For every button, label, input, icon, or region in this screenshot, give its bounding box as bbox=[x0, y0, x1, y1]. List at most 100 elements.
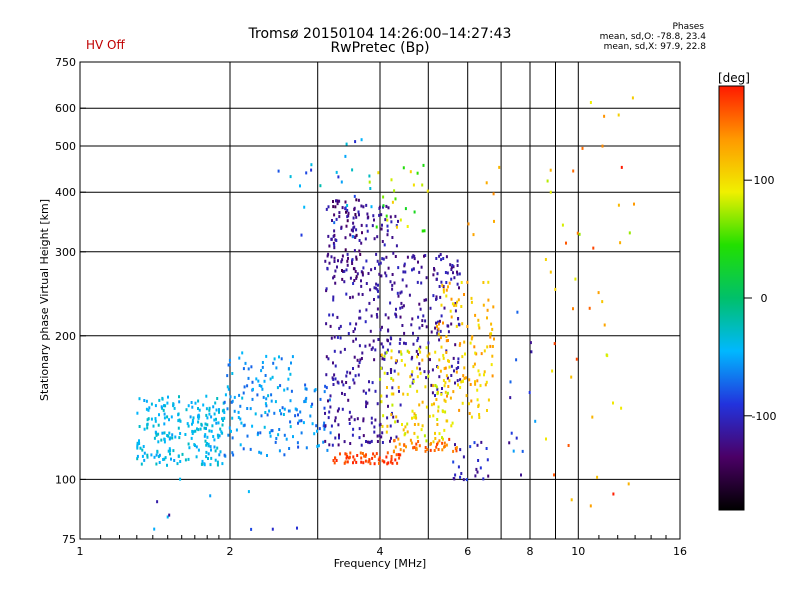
data-point bbox=[157, 432, 160, 436]
data-point bbox=[418, 403, 421, 407]
data-point bbox=[346, 215, 349, 219]
data-point bbox=[412, 183, 415, 187]
data-point bbox=[205, 427, 207, 430]
data-point bbox=[210, 415, 213, 419]
data-point bbox=[223, 453, 226, 457]
data-point bbox=[371, 381, 374, 385]
data-point bbox=[442, 285, 445, 288]
data-point bbox=[432, 440, 435, 444]
data-point bbox=[606, 354, 609, 358]
data-point bbox=[444, 410, 447, 414]
data-point bbox=[136, 442, 139, 446]
data-point bbox=[413, 210, 416, 214]
data-point bbox=[385, 274, 388, 278]
data-point bbox=[187, 457, 190, 461]
data-point bbox=[380, 435, 383, 439]
data-point bbox=[351, 258, 354, 262]
data-point bbox=[346, 460, 349, 464]
data-point bbox=[458, 343, 461, 347]
data-point bbox=[435, 295, 438, 299]
data-point bbox=[364, 459, 367, 463]
data-point bbox=[366, 401, 369, 405]
data-point bbox=[381, 459, 384, 463]
data-point bbox=[415, 349, 418, 353]
data-point bbox=[290, 389, 293, 393]
data-point bbox=[345, 374, 348, 378]
data-point bbox=[197, 413, 200, 417]
data-point bbox=[219, 427, 222, 431]
data-point bbox=[440, 280, 443, 284]
data-point bbox=[328, 244, 331, 248]
data-point bbox=[150, 453, 153, 457]
data-point bbox=[390, 356, 393, 360]
data-point bbox=[250, 365, 253, 369]
data-point bbox=[276, 386, 279, 390]
data-point bbox=[512, 449, 515, 453]
data-point bbox=[492, 305, 495, 309]
data-point bbox=[439, 253, 442, 256]
data-point bbox=[228, 358, 231, 362]
data-point bbox=[475, 467, 478, 471]
data-point bbox=[465, 376, 467, 380]
data-point bbox=[384, 313, 387, 317]
data-point bbox=[391, 403, 394, 407]
y-tick-label: 500 bbox=[55, 140, 76, 153]
data-point bbox=[359, 358, 362, 362]
data-point bbox=[329, 431, 332, 435]
data-point bbox=[432, 384, 435, 388]
data-point bbox=[490, 322, 493, 326]
data-point bbox=[399, 306, 402, 310]
data-point bbox=[358, 213, 360, 217]
data-point bbox=[390, 413, 393, 417]
data-point bbox=[332, 378, 335, 381]
data-point bbox=[464, 352, 466, 356]
data-point bbox=[153, 436, 156, 440]
data-point bbox=[375, 452, 378, 456]
data-point bbox=[463, 366, 466, 370]
data-point bbox=[389, 280, 392, 284]
data-point bbox=[380, 353, 383, 357]
data-point bbox=[369, 187, 372, 190]
data-point bbox=[179, 432, 182, 435]
data-point bbox=[441, 441, 444, 445]
data-point bbox=[358, 344, 361, 348]
data-point bbox=[325, 207, 328, 211]
data-point bbox=[394, 255, 397, 258]
data-point bbox=[154, 404, 157, 408]
data-point bbox=[490, 332, 493, 336]
data-point bbox=[440, 258, 443, 262]
data-point bbox=[456, 270, 458, 274]
data-point bbox=[452, 271, 454, 275]
data-point bbox=[327, 416, 330, 420]
data-point bbox=[271, 375, 274, 379]
data-point bbox=[332, 205, 335, 209]
data-point bbox=[469, 383, 472, 386]
data-point bbox=[336, 315, 339, 319]
data-point bbox=[344, 200, 347, 204]
data-point bbox=[283, 388, 286, 392]
data-point bbox=[352, 367, 354, 370]
data-point bbox=[152, 424, 155, 428]
data-point bbox=[476, 398, 479, 402]
data-point bbox=[143, 427, 146, 431]
data-point bbox=[327, 357, 330, 361]
data-point bbox=[406, 225, 409, 228]
data-point bbox=[203, 434, 206, 438]
data-point bbox=[218, 453, 221, 457]
data-point bbox=[364, 320, 367, 324]
data-point bbox=[160, 405, 163, 409]
data-point bbox=[360, 279, 362, 283]
data-point bbox=[412, 380, 415, 383]
data-point bbox=[343, 393, 346, 396]
data-point bbox=[246, 384, 249, 388]
data-point bbox=[452, 265, 455, 269]
data-point bbox=[203, 463, 206, 467]
data-point bbox=[409, 438, 412, 442]
data-point bbox=[576, 231, 579, 235]
data-point bbox=[376, 259, 379, 263]
data-point bbox=[177, 426, 180, 430]
data-point bbox=[477, 323, 480, 327]
data-point bbox=[457, 322, 460, 326]
data-point bbox=[368, 174, 371, 178]
data-point bbox=[365, 400, 368, 404]
